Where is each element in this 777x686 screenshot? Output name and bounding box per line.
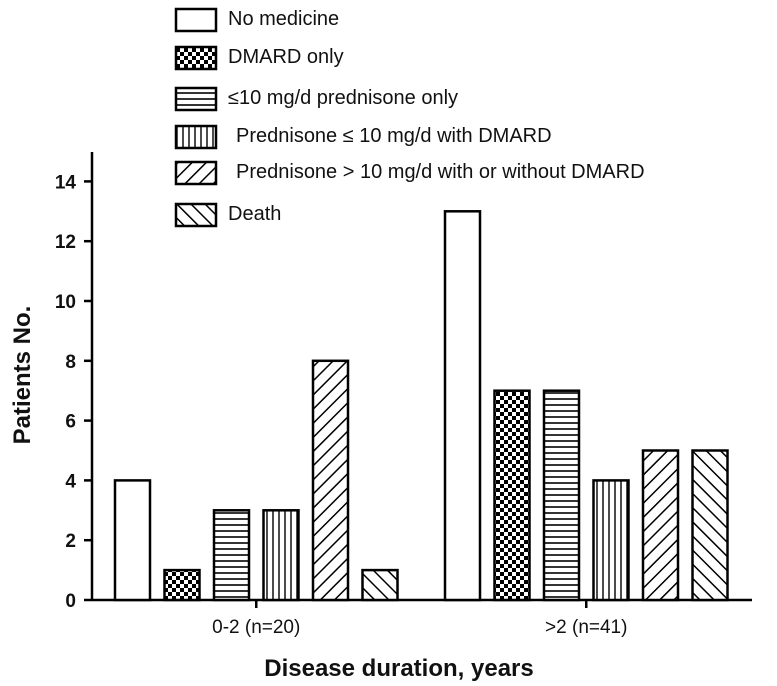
y-tick-label: 2 [65,531,76,552]
legend-label: Prednisone ≤ 10 mg/d with DMARD [236,125,552,147]
bar-0-4 [311,359,350,602]
bar-0-1 [163,568,201,602]
x-tick-label: 0-2 (n=20) [212,617,300,638]
legend-swatch [174,124,218,150]
y-tick-label: 14 [55,172,77,193]
legend-swatch [174,202,218,228]
y-tick-label: 12 [55,232,76,253]
legend-swatch [174,45,218,71]
bar-0-3 [262,509,300,602]
y-tick-label: 4 [65,471,76,492]
legend-swatch [174,86,218,112]
x-ticks: 0-2 (n=20) >2 (n=41) [212,600,627,638]
legend-label: Death [228,203,281,225]
bar-1-2 [542,389,581,602]
bar-1-1 [493,389,531,602]
bar-1-5 [691,449,729,602]
legend-swatch [174,160,218,186]
legend-label: DMARD only [228,46,344,68]
y-tick-label: 8 [65,352,76,373]
bar-1-0 [443,210,482,602]
y-axis-title: Patients No. [9,306,36,445]
x-axis-title: Disease duration, years [264,655,533,682]
legend-label: Prednisone > 10 mg/d with or without DMA… [236,161,645,183]
y-tick-label: 0 [65,591,76,612]
legend: No medicine DMARD only ≤10 mg/d prednisone… [174,7,645,228]
bar-1-3 [592,479,630,602]
legend-label: No medicine [228,8,339,30]
y-ticks: 0 2 4 6 8 10 12 14 [55,172,92,612]
bar-0-5 [361,568,399,602]
legend-label: ≤10 mg/d prednisone only [228,87,458,109]
y-tick-label: 10 [55,292,76,313]
bar-0-0 [113,479,152,602]
legend-swatch [174,7,218,33]
x-tick-label: >2 (n=41) [545,617,627,638]
bar-0-2 [212,509,251,602]
bar-1-4 [641,449,680,602]
bars [113,210,729,602]
y-tick-label: 6 [65,412,76,433]
